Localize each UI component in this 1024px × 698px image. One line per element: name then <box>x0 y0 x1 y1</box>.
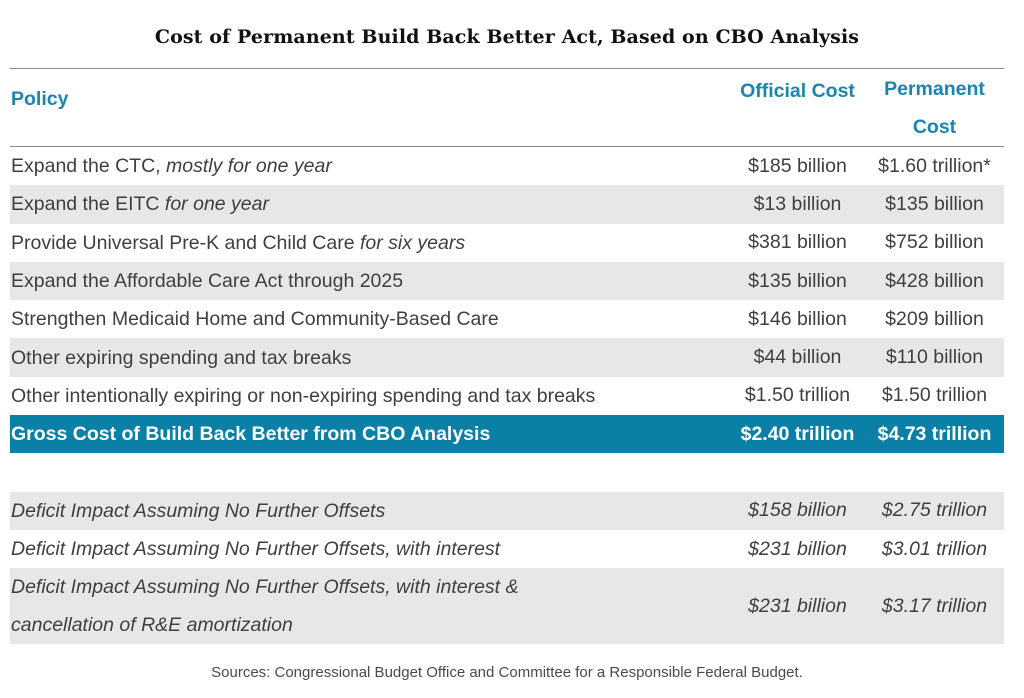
total-official-cost: $2.40 trillion <box>740 422 855 445</box>
deficit-official-cost: $231 billion <box>748 537 847 560</box>
row-policy: Other intentionally expiring or non-expi… <box>11 384 596 407</box>
policy-text: Expand the CTC, <box>11 155 166 178</box>
row-official-cost: $13 billion <box>753 192 842 215</box>
header-permanent-cost: Permanent Cost <box>864 60 1005 146</box>
row-policy: Expand the EITC for one year <box>10 185 731 223</box>
row-policy: Expand the CTC, mostly for one year <box>10 147 731 185</box>
row-permanent-cost: $135 billion <box>885 192 984 215</box>
policy-text: Expand the EITC <box>11 193 165 216</box>
deficit-permanent-cost: $3.17 trillion <box>881 594 988 617</box>
deficit-policy-line1: Deficit Impact Assuming No Further Offse… <box>11 576 519 599</box>
row-official-cost: $1.50 trillion <box>744 384 851 407</box>
table-row: Expand the EITC for one year $13 billion… <box>10 185 1004 224</box>
row-permanent-cost: $428 billion <box>885 269 984 292</box>
row-official-cost: $146 billion <box>748 307 847 330</box>
deficit-policy: Deficit Impact Assuming No Further Offse… <box>10 568 731 644</box>
deficit-official-cost: $231 billion <box>748 594 847 617</box>
row-permanent-cost: $209 billion <box>885 307 984 330</box>
header-permanent-line2: Cost <box>912 116 957 138</box>
title-divider <box>10 68 1004 69</box>
row-official-cost: $381 billion <box>748 231 847 254</box>
total-policy: Gross Cost of Build Back Better from CBO… <box>11 423 491 446</box>
table-row: Expand the Affordable Care Act through 2… <box>10 261 1004 301</box>
deficit-row: Deficit Impact Assuming No Further Offse… <box>10 491 1004 530</box>
table-row: Strengthen Medicaid Home and Community-B… <box>10 300 1004 338</box>
row-policy: Expand the Affordable Care Act through 2… <box>11 270 404 293</box>
row-permanent-cost: $1.50 trillion <box>881 384 988 407</box>
row-policy: Strengthen Medicaid Home and Community-B… <box>11 308 499 331</box>
deficit-row: Deficit Impact Assuming No Further Offse… <box>10 568 1004 645</box>
source-note: Sources: Congressional Budget Office and… <box>211 664 803 681</box>
row-official-cost: $185 billion <box>748 154 847 177</box>
table-spacer <box>10 453 1004 491</box>
deficit-policy: Deficit Impact Assuming No Further Offse… <box>11 499 386 522</box>
header-policy: Policy <box>11 88 69 110</box>
total-row: Gross Cost of Build Back Better from CBO… <box>10 415 1004 454</box>
header-permanent-line1: Permanent <box>884 78 985 100</box>
row-permanent-cost: $110 billion <box>885 346 984 369</box>
row-official-cost: $44 billion <box>753 346 842 369</box>
deficit-row: Deficit Impact Assuming No Further Offse… <box>10 530 1004 568</box>
header-official-cost: Official Cost <box>740 80 855 102</box>
deficit-permanent-cost: $2.75 trillion <box>881 499 988 522</box>
table-row: Expand the CTC, mostly for one year $185… <box>10 147 1004 185</box>
deficit-permanent-cost: $3.01 trillion <box>881 537 988 560</box>
deficit-official-cost: $158 billion <box>748 499 847 522</box>
policy-qualifier: mostly for one year <box>166 155 332 178</box>
cost-table: Policy Official Cost Permanent Cost Expa… <box>10 70 1004 645</box>
table-title: Cost of Permanent Build Back Better Act,… <box>154 26 860 48</box>
deficit-policy: Deficit Impact Assuming No Further Offse… <box>11 538 501 561</box>
row-policy: Provide Universal Pre-K and Child Care f… <box>10 224 731 262</box>
row-policy: Other expiring spending and tax breaks <box>11 346 352 369</box>
row-permanent-cost: $1.60 trillion* <box>878 154 991 177</box>
table-row: Other intentionally expiring or non-expi… <box>10 377 1004 415</box>
total-permanent-cost: $4.73 trillion <box>877 422 992 445</box>
policy-text: Provide Universal Pre-K and Child Care <box>11 231 360 254</box>
table-header-row: Policy Official Cost Permanent Cost <box>10 70 1004 147</box>
policy-qualifier: for one year <box>164 193 269 216</box>
table-row: Provide Universal Pre-K and Child Care f… <box>10 224 1004 262</box>
row-official-cost: $135 billion <box>748 269 847 292</box>
table-row: Other expiring spending and tax breaks $… <box>10 338 1004 377</box>
deficit-policy-line2: cancellation of R&E amortization <box>11 614 293 637</box>
row-permanent-cost: $752 billion <box>885 231 984 254</box>
policy-qualifier: for six years <box>359 231 466 254</box>
